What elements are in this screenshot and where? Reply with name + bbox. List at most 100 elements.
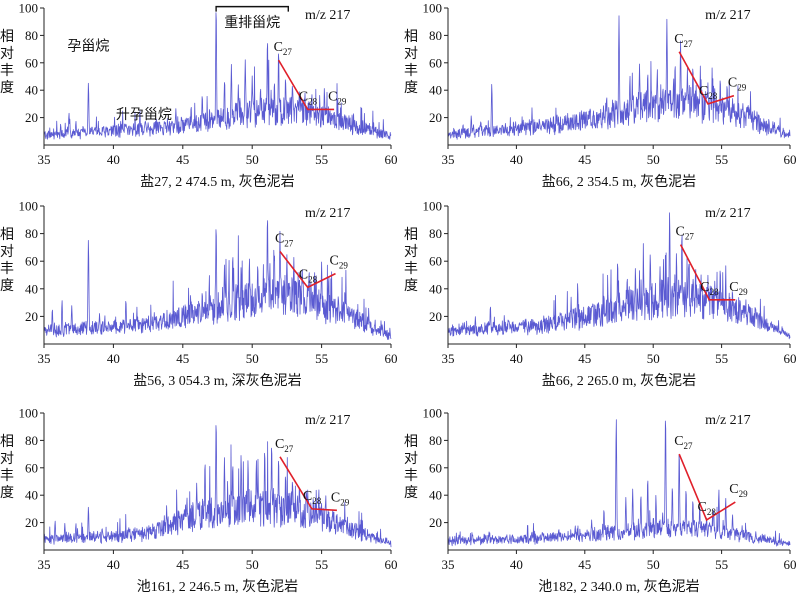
- y-tick-label: 60: [429, 55, 442, 70]
- x-tick-label: 45: [578, 351, 591, 366]
- y-tick-label: 80: [25, 28, 38, 43]
- x-tick-label: 45: [176, 152, 189, 167]
- sterane-label: C28: [299, 267, 318, 284]
- mz-label: m/z 217: [705, 206, 751, 221]
- mz-label: m/z 217: [305, 8, 351, 23]
- y-axis-label: 相对丰度: [0, 434, 14, 501]
- y-tick-label: 40: [25, 488, 38, 503]
- x-tick-label: 50: [246, 152, 259, 167]
- x-tick-label: 55: [315, 351, 328, 366]
- x-tick-label: 40: [510, 557, 523, 572]
- peak-annotation: 孕甾烷: [67, 38, 109, 54]
- y-tick-label: 20: [429, 309, 442, 324]
- x-tick-label: 35: [442, 152, 455, 167]
- chromatogram-trace: [447, 15, 791, 140]
- x-tick-label: 35: [38, 351, 51, 366]
- sterane-label: C27: [674, 434, 693, 451]
- y-axis-label: 相对丰度: [404, 227, 418, 294]
- x-tick-label: 40: [107, 557, 120, 572]
- chromatogram-trace: [43, 12, 392, 140]
- x-tick-label: 40: [510, 152, 523, 167]
- y-tick-label: 80: [25, 433, 38, 448]
- y-tick-label: 100: [423, 1, 443, 16]
- y-tick-label: 100: [423, 199, 443, 214]
- x-tick-label: 60: [784, 152, 797, 167]
- y-tick-label: 60: [25, 460, 38, 475]
- x-tick-label: 50: [246, 557, 259, 572]
- mz-label: m/z 217: [305, 206, 351, 221]
- x-tick-label: 35: [38, 557, 51, 572]
- panel-caption: 盐27, 2 474.5 m, 灰色泥岩: [140, 173, 294, 190]
- sterane-bracket: [215, 5, 289, 12]
- y-tick-label: 80: [429, 28, 442, 43]
- y-axis-label: 相对丰度: [404, 29, 418, 96]
- y-tick-label: 100: [19, 1, 39, 16]
- y-tick-label: 100: [19, 406, 39, 421]
- sterane-label: C29: [729, 482, 748, 499]
- sterane-label: C29: [728, 76, 747, 93]
- x-tick-label: 40: [107, 152, 120, 167]
- sterane-distribution-line: [678, 51, 735, 105]
- x-tick-label: 55: [715, 351, 728, 366]
- sterane-label: C29: [329, 254, 348, 271]
- chromatogram-trace: [447, 212, 791, 340]
- y-tick-label: 20: [429, 110, 442, 125]
- mz-label: m/z 217: [705, 8, 751, 23]
- chromatogram-trace: [43, 220, 392, 340]
- y-axis-label: 相对丰度: [0, 227, 14, 294]
- sterane-label: C27: [275, 437, 294, 454]
- y-tick-label: 60: [25, 254, 38, 269]
- x-tick-label: 55: [715, 557, 728, 572]
- sterane-distribution-line: [279, 251, 336, 289]
- x-tick-label: 60: [385, 351, 398, 366]
- y-tick-label: 40: [429, 83, 442, 98]
- y-tick-label: 80: [429, 226, 442, 241]
- sterane-label: C28: [700, 280, 719, 297]
- y-axis-label: 相对丰度: [0, 29, 14, 96]
- panel-caption: 盐66, 2 265.0 m, 灰色泥岩: [542, 372, 696, 389]
- y-tick-label: 100: [423, 406, 443, 421]
- sterane-label: C29: [331, 490, 350, 507]
- y-tick-label: 40: [25, 281, 38, 296]
- x-tick-label: 45: [578, 152, 591, 167]
- x-tick-label: 45: [578, 557, 591, 572]
- sterane-distribution-line: [678, 453, 736, 522]
- sterane-label: C27: [674, 32, 693, 49]
- x-tick-label: 55: [315, 152, 328, 167]
- mz-label: m/z 217: [705, 413, 751, 428]
- panel-caption: 盐66, 2 354.5 m, 灰色泥岩: [542, 173, 696, 190]
- y-tick-label: 60: [25, 55, 38, 70]
- y-tick-label: 60: [429, 254, 442, 269]
- y-tick-label: 20: [429, 515, 442, 530]
- x-tick-label: 45: [176, 351, 189, 366]
- x-tick-label: 40: [510, 351, 523, 366]
- x-tick-label: 60: [784, 351, 797, 366]
- peak-annotation: 重排甾烷: [224, 15, 280, 31]
- y-tick-label: 80: [429, 433, 442, 448]
- x-tick-label: 55: [715, 152, 728, 167]
- y-tick-label: 40: [429, 281, 442, 296]
- x-tick-label: 40: [107, 351, 120, 366]
- y-tick-label: 40: [429, 488, 442, 503]
- x-tick-label: 60: [385, 557, 398, 572]
- sterane-distribution-line: [679, 244, 736, 301]
- panel-caption: 盐56, 3 054.3 m, 深灰色泥岩: [133, 372, 301, 389]
- x-tick-label: 45: [176, 557, 189, 572]
- sterane-distribution-line: [279, 456, 337, 512]
- mz-label: m/z 217: [305, 413, 351, 428]
- x-tick-label: 55: [315, 557, 328, 572]
- x-tick-label: 50: [647, 557, 660, 572]
- chromatogram-trace: [447, 419, 791, 547]
- x-tick-label: 50: [246, 351, 259, 366]
- sterane-label: C27: [676, 225, 695, 242]
- y-tick-label: 20: [25, 309, 38, 324]
- y-tick-label: 100: [19, 199, 39, 214]
- sterane-label: C28: [299, 89, 318, 106]
- sterane-distribution-line: [277, 59, 335, 111]
